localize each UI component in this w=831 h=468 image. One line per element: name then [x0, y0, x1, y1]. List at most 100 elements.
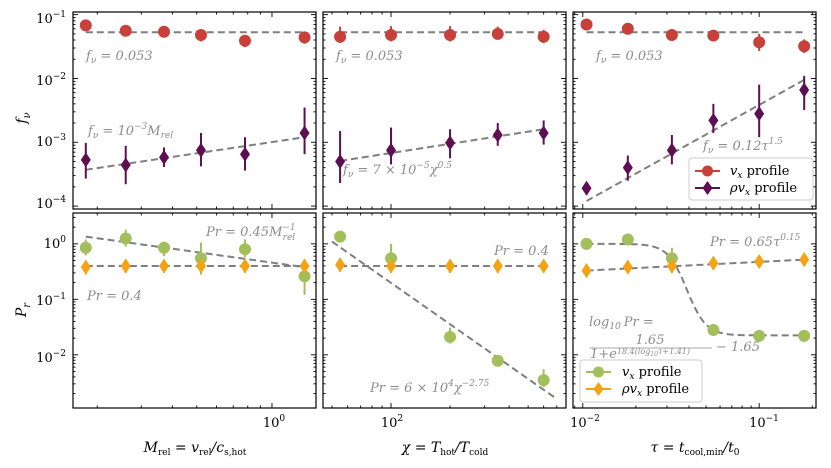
data-point-bottom-right-s1 — [708, 255, 719, 271]
data-point-bottom-right-s0 — [707, 324, 720, 337]
data-point-top-right-s0 — [665, 28, 678, 41]
annotation-logistic-numerator: 1.65 — [636, 333, 665, 348]
data-point-bottom-left-s0 — [158, 241, 171, 254]
legend-label-rhovx-bottom: ρvx profile — [621, 382, 689, 399]
ytick-label-bottom-2: 10−1 — [36, 292, 66, 309]
legend-marker-vx-bottom — [593, 366, 604, 378]
legend-label-vx-top: vx profile — [730, 164, 790, 181]
data-point-top-left-s0 — [238, 34, 251, 47]
data-point-bottom-middle-s0 — [444, 330, 457, 343]
data-point-top-middle-s0 — [444, 28, 457, 41]
axes-frame-top-middle — [322, 11, 567, 210]
annotation-pr-const-bm: Pr = 0.4 — [493, 244, 549, 259]
axes-frame-top-right — [572, 11, 817, 210]
data-point-top-right-s1 — [622, 160, 633, 176]
data-point-top-right-s0 — [621, 22, 634, 35]
annotation-logistic-tail: − 1.65 — [716, 340, 760, 355]
fit-line-top-right-1 — [586, 79, 805, 202]
data-point-bottom-right-s0 — [753, 329, 766, 342]
fit-line-bottom-middle-0 — [331, 240, 558, 400]
data-point-top-left-s0 — [194, 28, 207, 41]
legend-box-top-right — [688, 157, 814, 201]
x-axis-title-right: τ = tcool,min/t0 — [651, 440, 740, 458]
y-axis-title-top: fν — [14, 112, 33, 124]
data-point-top-right-s1 — [581, 180, 592, 196]
data-point-top-middle-s1 — [386, 142, 397, 158]
axes-frame-bottom-right — [572, 212, 817, 409]
data-point-bottom-left-s1 — [299, 258, 310, 274]
data-point-top-right-s1 — [708, 112, 719, 128]
y-axis-title-bottom: Pr — [14, 302, 33, 318]
data-point-top-right-s1 — [799, 82, 810, 98]
data-point-bottom-middle-s0 — [385, 252, 398, 265]
legend-box-bottom-right — [579, 359, 703, 403]
data-point-top-middle-s0 — [334, 30, 347, 43]
data-point-top-middle-s1 — [335, 153, 346, 169]
axes-frame-top-left — [72, 11, 317, 210]
x-axis-title-left: Mrel = vrel/cs,hot — [143, 440, 247, 458]
annotation-fnu-fit-tl: fν = 10−3Mrel — [87, 122, 173, 141]
legend-top-right: vx profile ρvx profile — [688, 157, 814, 201]
legend-label-rhovx-top: ρvx profile — [729, 181, 797, 198]
fit-line-bottom-right-1 — [586, 242, 805, 337]
data-point-bottom-left-s0 — [298, 270, 311, 283]
data-point-top-left-s1 — [159, 149, 170, 165]
data-point-bottom-left-s1 — [120, 258, 131, 274]
annotation-fnu-const-tl: fν = 0.053 — [85, 49, 153, 66]
data-point-top-middle-s0 — [537, 30, 550, 43]
data-point-top-right-s1 — [754, 106, 765, 122]
data-point-top-middle-s1 — [538, 125, 549, 141]
data-point-bottom-middle-s1 — [538, 258, 549, 274]
data-point-top-middle-s0 — [491, 27, 504, 40]
data-point-bottom-middle-s1 — [386, 258, 397, 274]
data-point-bottom-left-s0 — [119, 232, 132, 245]
ytick-label-bottom-3: 10−2 — [36, 349, 66, 366]
data-point-bottom-right-s1 — [754, 254, 765, 270]
annotation-pr-fit-bm: Pr = 6 × 104χ−2.75 — [369, 379, 490, 396]
data-point-bottom-middle-s0 — [537, 374, 550, 387]
annotation-logistic-denominator: 1+e18.4(log10τ+1.41) — [590, 347, 690, 362]
data-point-bottom-right-s0 — [621, 233, 634, 246]
annotation-pr-const-bl: Pr = 0.4 — [86, 289, 142, 304]
x-axis-title-mid: χ = Thot/Tcold — [401, 440, 489, 458]
data-point-bottom-left-s0 — [79, 241, 92, 254]
data-point-bottom-middle-s0 — [334, 230, 347, 243]
xtick-label-mid: 102 — [381, 414, 403, 431]
legend-label-vx-bottom: vx profile — [622, 365, 682, 382]
data-point-bottom-middle-s1 — [492, 258, 503, 274]
legend-marker-rhovx-bottom — [593, 382, 604, 396]
ytick-label-bottom-1: 100 — [44, 235, 67, 252]
data-point-top-left-s1 — [120, 157, 131, 173]
legend-bottom-right: vx profile ρvx profile — [579, 359, 703, 403]
data-point-top-middle-s0 — [385, 28, 398, 41]
fit-line-bottom-right-0 — [586, 258, 805, 272]
ytick-label-top-2: 10−2 — [36, 72, 66, 89]
xtick-label-left: 100 — [263, 414, 286, 431]
data-point-bottom-right-s0 — [665, 252, 678, 265]
legend-marker-vx-top — [702, 165, 713, 177]
data-point-top-left-s0 — [119, 24, 132, 37]
data-point-top-right-s0 — [753, 36, 766, 49]
xtick-label-right-1: 10−2 — [570, 414, 600, 431]
data-point-bottom-left-s0 — [238, 243, 251, 256]
annotation-fnu-const-tr: fν = 0.053 — [595, 49, 663, 66]
data-point-top-left-s1 — [299, 125, 310, 141]
axes-frame-bottom-left — [72, 212, 317, 409]
data-point-bottom-right-s0 — [798, 329, 811, 342]
data-point-top-middle-s1 — [492, 127, 503, 143]
data-point-top-left-s1 — [239, 146, 250, 162]
ytick-label-top-4: 10−4 — [36, 195, 66, 212]
xtick-label-right-2: 10−1 — [749, 414, 779, 431]
annotation-pr-fit-br: Pr = 0.65τ0.15 — [709, 233, 801, 250]
fit-line-bottom-left-0 — [85, 235, 305, 269]
annotation-logistic-lhs: log10 Pr = — [589, 315, 654, 332]
legend-marker-rhovx-top — [702, 181, 713, 195]
data-point-bottom-left-s1 — [159, 258, 170, 274]
data-point-top-left-s1 — [80, 152, 91, 168]
data-point-top-right-s1 — [666, 142, 677, 158]
data-point-bottom-left-s1 — [239, 258, 250, 274]
fit-line-top-left-1 — [85, 136, 305, 171]
data-point-bottom-middle-s1 — [335, 257, 346, 273]
data-point-bottom-right-s1 — [666, 258, 677, 274]
data-point-top-left-s0 — [298, 31, 311, 44]
